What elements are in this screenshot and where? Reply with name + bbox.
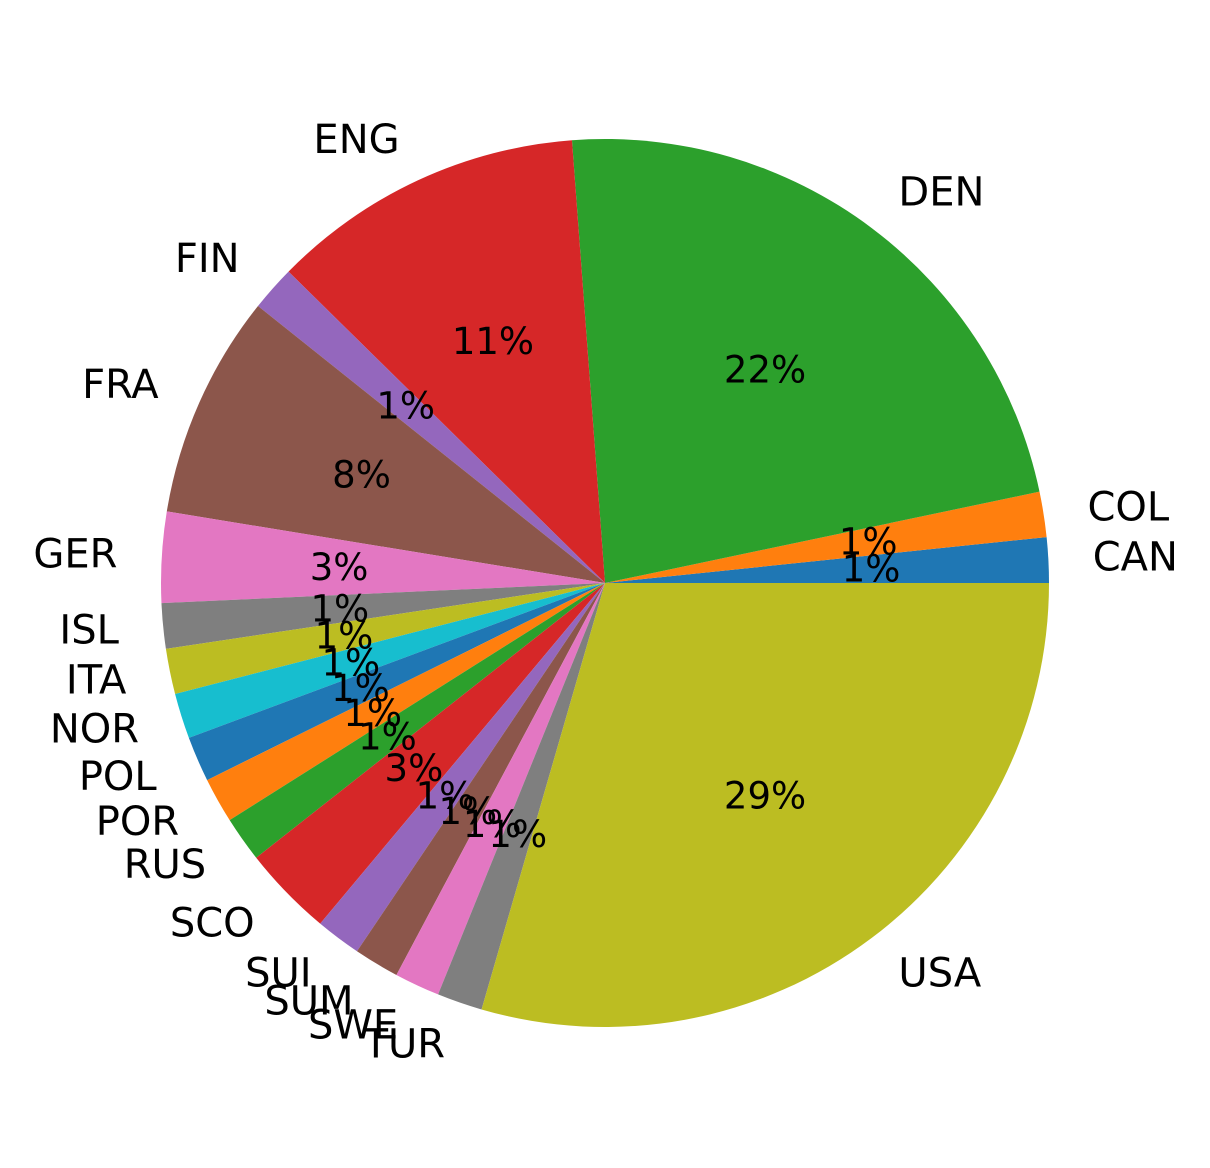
pie-slice-usa [481,583,1050,1027]
percent-label-eng: 11% [452,320,534,363]
percent-label-fra: 8% [332,453,391,496]
pie-slice-tur [438,583,605,1010]
pie-slice-den [571,138,1040,583]
category-label-usa: USA [898,950,981,996]
category-label-sum: SUM [264,979,353,1025]
category-label-rus: RUS [124,842,206,888]
category-label-por: POR [96,799,179,845]
pie-slice-eng [288,140,605,583]
pie-slice-ita [165,583,605,694]
category-label-can: CAN [1093,535,1178,581]
pie-slice-sum [356,583,605,975]
percent-label-sum: 1% [438,790,497,833]
pie-slice-fin [257,271,605,583]
category-label-sui: SUI [245,950,311,996]
pie-slice-nor [175,583,606,738]
percent-label-isl: 1% [311,587,370,630]
category-label-pol: POL [79,754,158,800]
category-label-ger: GER [33,532,117,578]
category-label-den: DEN [898,170,984,216]
percent-label-rus: 1% [358,715,417,758]
percent-label-por: 1% [343,692,402,735]
percent-labels: 1%1%22%11%1%8%3%1%1%1%1%1%1%3%1%1%1%1%29… [310,320,901,856]
percent-label-den: 22% [724,349,806,392]
percent-label-pol: 1% [331,667,390,710]
percent-label-sco: 3% [385,747,444,790]
pie-slice-isl [161,583,605,649]
percent-label-col: 1% [839,520,898,563]
category-label-fra: FRA [82,362,159,408]
pie-slice-can [605,537,1049,583]
percent-label-tur: 1% [488,813,547,856]
percent-label-nor: 1% [321,641,380,684]
pie-slice-ger [161,511,606,604]
pie-slice-rus [229,583,605,858]
category-label-sco: SCO [170,900,255,946]
category-label-isl: ISL [59,607,119,653]
percent-label-usa: 29% [724,774,806,817]
category-label-tur: TUR [363,1021,446,1067]
category-label-eng: ENG [313,117,399,163]
category-label-swe: SWE [308,1002,398,1048]
category-label-ita: ITA [66,657,127,703]
percent-label-sui: 1% [416,774,475,817]
percent-label-swe: 1% [463,803,522,846]
percent-label-fin: 1% [376,385,435,428]
category-label-fin: FIN [175,236,240,282]
pie-slice-swe [396,583,605,995]
pie-slice-pol [188,583,605,781]
percent-label-ger: 3% [310,546,369,589]
percent-label-ita: 1% [315,615,374,658]
pie-slices [161,138,1050,1027]
pie-slice-sui [320,583,605,952]
pie-slice-fra [166,306,606,583]
category-label-col: COL [1088,484,1170,530]
pie-slice-sco [256,583,605,924]
category-label-nor: NOR [50,706,139,752]
pie-slice-col [605,491,1047,583]
pie-slice-por [207,583,606,821]
percent-label-can: 1% [842,548,901,591]
